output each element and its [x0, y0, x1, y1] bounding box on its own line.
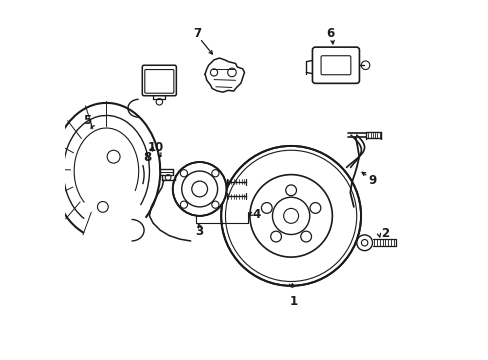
Text: 4: 4: [252, 208, 261, 221]
FancyBboxPatch shape: [142, 65, 176, 96]
Text: 10: 10: [148, 141, 164, 154]
Text: 3: 3: [195, 225, 203, 238]
FancyBboxPatch shape: [312, 47, 359, 84]
Text: 2: 2: [380, 226, 388, 239]
Text: 7: 7: [193, 27, 201, 40]
Circle shape: [172, 162, 226, 216]
Text: 8: 8: [143, 151, 151, 164]
Text: 9: 9: [368, 174, 376, 187]
Text: 6: 6: [326, 27, 334, 40]
Circle shape: [221, 146, 360, 286]
Text: 1: 1: [289, 296, 298, 309]
Text: 5: 5: [83, 114, 91, 127]
